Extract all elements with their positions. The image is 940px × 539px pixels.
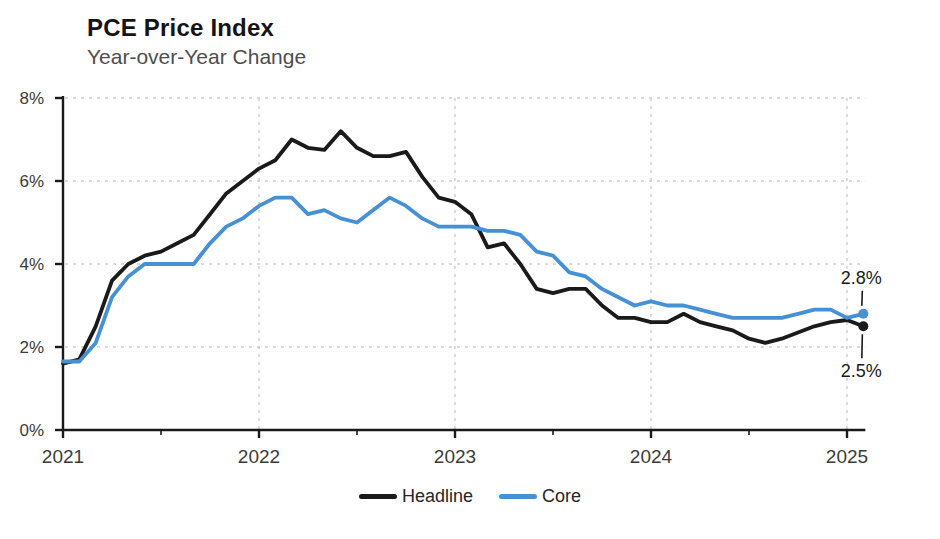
axes [55,96,865,438]
y-tick-label: 6% [19,172,44,191]
x-tick-label: 2025 [826,446,868,467]
pce-price-index-chart: PCE Price Index Year-over-Year Change 0%… [0,0,940,539]
legend-label-core: Core [542,486,581,507]
x-tick-label: 2024 [630,446,673,467]
y-axis-labels: 0% 2% 4% 6% 8% [19,89,44,440]
chart-legend: Headline Core [0,486,940,507]
y-tick-label: 8% [19,89,44,108]
legend-item-core: Core [499,486,581,507]
core-line-swatch [499,494,537,499]
headline-line-swatch [359,494,397,499]
y-tick-label: 2% [19,338,44,357]
x-axis-labels: 2021 2022 2023 2024 2025 [42,446,868,467]
y-tick-label: 0% [19,421,44,440]
headline-annotation-label: 2.5% [841,361,882,381]
headline-endpoint-dot [858,321,868,331]
headline-series-line [63,131,863,363]
core-annotation-label: 2.8% [841,268,882,288]
x-tick-label: 2022 [238,446,280,467]
core-annotation-leader-line [862,291,863,306]
x-tick-label: 2023 [434,446,476,467]
headline-annotation-leader-line [862,334,863,358]
y-tick-label: 4% [19,255,44,274]
core-endpoint-dot [858,309,868,319]
legend-item-headline: Headline [359,486,473,507]
legend-label-headline: Headline [402,486,473,507]
plot-area: 0% 2% 4% 6% 8% 2021 2022 2023 2024 2025 2.8% 2.5% [0,0,940,539]
x-tick-label: 2021 [42,446,84,467]
